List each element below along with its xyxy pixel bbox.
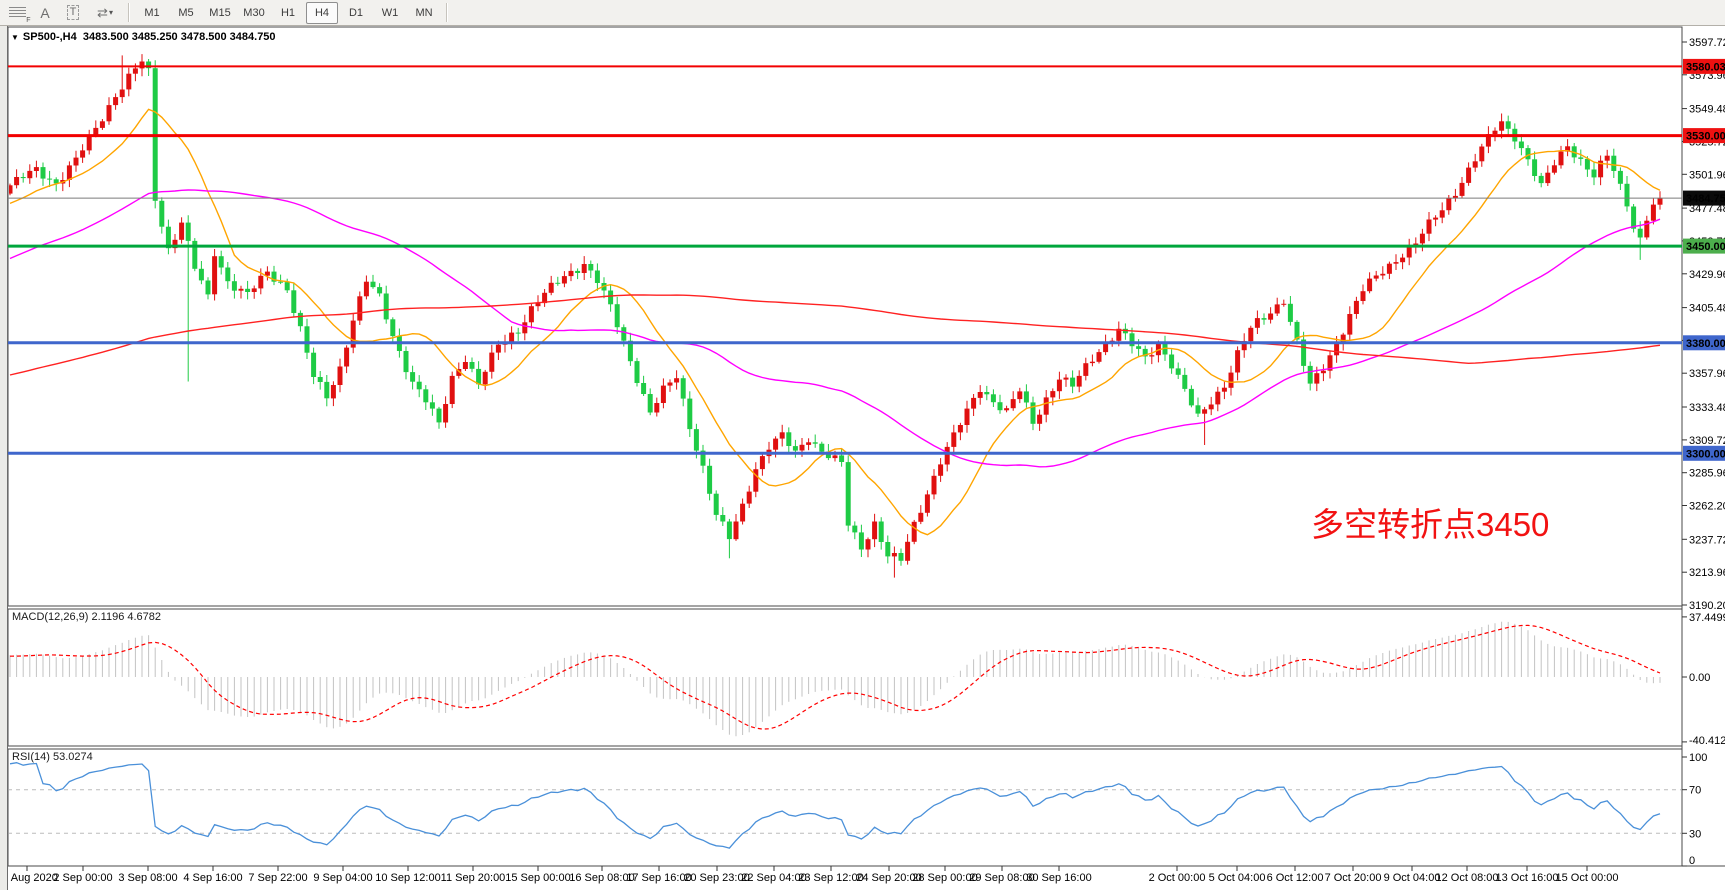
macd-label: MACD(12,26,9) 2.1196 4.6782 [12,611,162,623]
ma-slow [9,294,1661,376]
toolbar-separator [128,3,130,22]
price-axis-label: 3333.480 [1689,402,1725,414]
time-axis-label: 15 Oct 00:00 [1556,872,1619,884]
time-axis-label: 7 Sep 22:00 [248,872,307,884]
time-axis-label: 12 Oct 08:00 [1436,872,1499,884]
timeframe-button-m30[interactable]: M30 [243,6,265,19]
macd-axis-label: 37.4499 [1689,612,1725,624]
time-axis-label: 16 Sep 08:00 [569,872,634,884]
time-axis-label: 2 Oct 00:00 [1149,872,1206,884]
price-axis-label: 3405.480 [1689,303,1725,315]
period-separators-icon[interactable]: F [4,3,31,24]
price-axis-label: 3309.720 [1689,435,1725,447]
price-axis-label: 3262.200 [1689,501,1725,513]
ma-medium [9,189,1661,468]
timeframe-toolbar: M1 M5 M15 M30 H1 H4 D1 W1 MN [135,1,441,24]
price-badge [1683,128,1725,144]
ohlc-values: 3483.500 3485.250 3478.500 3484.750 [82,31,276,43]
price-badge [1683,190,1725,206]
macd-panel [7,608,1683,747]
time-axis-label: 28 Sep 00:00 [912,872,977,884]
time-axis-label: 13 Oct 16:00 [1496,872,1559,884]
timeframe-button-w1[interactable]: W1 [381,6,399,19]
time-axis-label: 10 Sep 12:00 [375,872,440,884]
time-axis-label: 6 Oct 12:00 [1267,872,1324,884]
candles-layer [9,54,1663,578]
price-badge-text: 3484.750 [1686,193,1725,205]
macd-axis-label: 0.00 [1689,672,1710,684]
window-left-edge [0,26,8,890]
symbol-period-label: SP500-,H4 [22,31,77,43]
timeframe-button-m1[interactable]: M1 [144,6,160,19]
time-axis-label: 9 Sep 04:00 [313,872,372,884]
time-axis-label: 17 Sep 16:00 [626,872,691,884]
time-axis-label: 22 Sep 04:00 [741,872,806,884]
time-axis-label: 29 Sep 08:00 [969,872,1034,884]
timeframe-button-m5[interactable]: M5 [178,6,194,19]
rsi-axis-label: 70 [1689,785,1701,797]
price-axis-label: 3237.720 [1689,534,1725,546]
rsi-axis-label: 30 [1689,828,1701,840]
price-axis-label: 3549.480 [1689,104,1725,116]
time-axis-label: 20 Sep 23:00 [684,872,749,884]
price-axis-label: 3477.480 [1689,203,1725,215]
rsi-label: RSI(14) 53.0274 [12,751,93,763]
timeframe-button-m15[interactable]: M15 [209,6,231,19]
ma-fast [9,108,1661,536]
text-tool-glyph: T [66,5,80,20]
price-badge [1683,335,1725,351]
price-badge-text: 3300.000 [1686,448,1725,460]
price-axis-label: 3285.960 [1689,468,1725,480]
rsi-axis-label: 0 [1689,855,1695,867]
macd-signal-line [9,624,1661,730]
toolbar-separator [446,3,448,22]
timeframe-button-mn[interactable]: MN [415,6,433,19]
toolbar: F A T ⇄ ▾ M1 M5 M15 M30 H1 H4 D1 W1 MN [0,0,1725,26]
rsi-line [9,762,1661,849]
collapse-triangle-icon[interactable]: ▼ [11,33,19,42]
rsi-layer [9,762,1681,849]
price-axis-label: 3213.960 [1689,567,1725,579]
price-axis-label: 3501.960 [1689,169,1725,181]
time-axis-label: 11 Sep 20:00 [441,872,506,884]
timeframe-button-d1[interactable]: D1 [348,6,364,19]
rsi-axis-label: 100 [1689,752,1707,764]
price-badge-text: 3580.039 [1686,61,1725,73]
time-axis-label: 3 Sep 08:00 [118,872,177,884]
price-axis-label: 3190.200 [1689,600,1725,612]
time-axis-label: 31 Aug 2020 [0,872,58,884]
timeframe-button-h4[interactable]: H4 [306,1,338,24]
price-badge-text: 3530.000 [1686,131,1725,143]
time-axis-label: 2 Sep 00:00 [53,872,112,884]
price-badge-text: 3450.000 [1686,241,1725,253]
time-axis-label: 23 Sep 12:00 [798,872,863,884]
chart-text-annotation: 多空转折点3450 [1311,506,1550,543]
price-axis-label: 3597.720 [1689,37,1725,49]
chart-title: ▼ SP500-,H4 3483.500 3485.250 3478.500 34… [11,31,276,43]
price-axis-label: 3429.960 [1689,269,1725,281]
macd-axis-label: -40.4125 [1689,735,1725,747]
time-axis-label: 30 Sep 16:00 [1026,872,1091,884]
arrows-glyph: ⇄ [97,4,108,20]
text-label-icon[interactable]: A [40,4,50,21]
chevron-down-icon: ▾ [108,8,113,17]
time-axis-label: 24 Sep 20:00 [856,872,921,884]
price-badge [1683,445,1725,461]
text-tool-icon[interactable]: T [60,3,86,23]
price-badge [1683,58,1725,74]
time-axis-label: 4 Sep 16:00 [183,872,242,884]
time-axis-label: 7 Oct 20:00 [1325,872,1382,884]
time-axis-label: 15 Sep 00:00 [505,872,570,884]
price-axis-label: 3357.960 [1689,368,1725,380]
time-axis-label: 5 Oct 04:00 [1209,872,1266,884]
price-badge-text: 3380.000 [1686,338,1725,350]
price-badge [1683,238,1725,254]
time-axis-label: 9 Oct 04:00 [1384,872,1441,884]
macd-layer [9,621,1661,737]
arrow-tools-icon[interactable]: ⇄ ▾ [88,3,122,23]
timeframe-button-h1[interactable]: H1 [280,6,296,19]
rsi-panel [7,748,1683,867]
